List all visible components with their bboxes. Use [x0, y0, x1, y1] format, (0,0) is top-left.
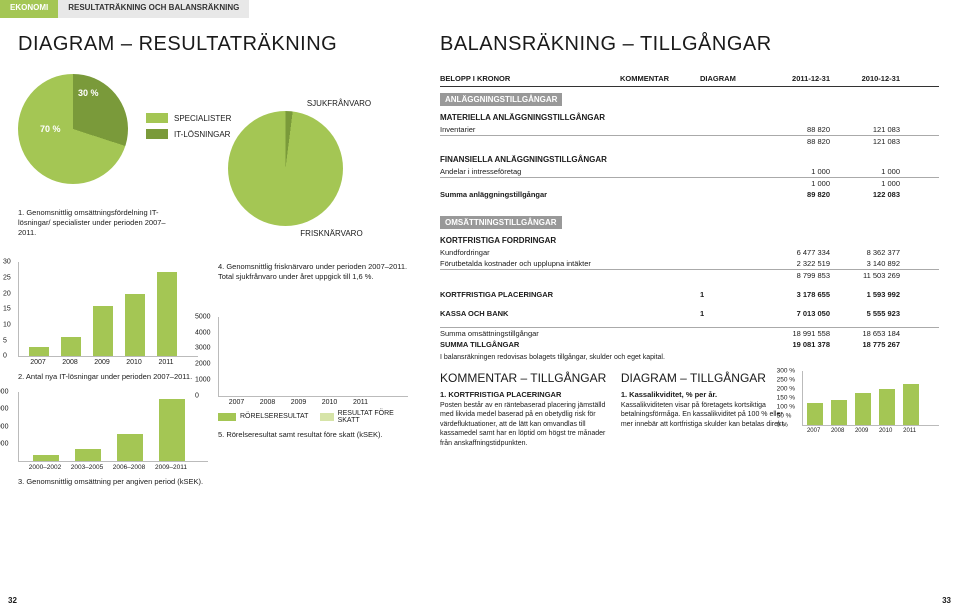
bar-chart-2: 051015202530: [18, 262, 198, 357]
left-title: DIAGRAM – RESULTATRÄKNING: [18, 33, 410, 56]
th-2011: 2011-12-31: [760, 74, 830, 83]
caption-1: 1. Genomsnittlig omsättningsfördelning I…: [18, 208, 178, 237]
table-row: Förutbetalda kostnader och upplupna intä…: [440, 258, 939, 269]
pie-chart-1: 70 % 30 % SPECIALISTER IT-LÖSNINGAR: [18, 74, 410, 184]
pie2-bot-label: FRISKNÄRVARO: [253, 229, 410, 238]
caption-5: 5. Rörelseresultat samt resultat före sk…: [218, 430, 408, 440]
table-row: Summa anläggningstillgångar89 820122 083: [440, 189, 939, 200]
table-row: Kundfordringar6 477 3348 362 377: [440, 247, 939, 258]
rtitle-b: TILLGÅNGAR: [640, 33, 772, 55]
table-row: Andelar i intresseföretag1 0001 000: [440, 166, 939, 177]
th-kommentar: KOMMENTAR: [620, 74, 700, 83]
page-number-left: 32: [8, 596, 17, 605]
diagram-heading: DIAGRAM – TILLGÅNGAR: [621, 371, 788, 385]
table-row: 8 799 85311 503 269: [440, 269, 939, 281]
th-diagram: DIAGRAM: [700, 74, 760, 83]
table-row: Inventarier88 820121 083: [440, 124, 939, 135]
table-row: SUMMA TILLGÅNGAR19 081 37818 775 267: [440, 339, 939, 350]
bar-chart-3: 10000200003000040000: [18, 392, 208, 462]
pie1-label-30: 30 %: [78, 88, 99, 98]
kommentar-heading: KOMMENTAR – TILLGÅNGAR: [440, 371, 607, 385]
sub-finansiella: FINANSIELLA ANLÄGGNINGSTILLGÅNGAR: [440, 155, 939, 164]
sec-omsattning: OMSÄTTNINGSTILLGÅNGAR: [440, 216, 562, 229]
legend-specialister: SPECIALISTER: [174, 114, 231, 123]
legend-resultat-fore-skatt: RESULTAT FÖRE SKATT: [338, 410, 396, 424]
sub-materiella: MATERIELLA ANLÄGGNINGSTILLGÅNGAR: [440, 113, 939, 122]
kommentar-col: KOMMENTAR – TILLGÅNGAR 1. KORTFRISTIGA P…: [440, 371, 607, 448]
table-header: BELOPP I KRONOR KOMMENTAR DIAGRAM 2011-1…: [440, 74, 939, 87]
th-2010: 2010-12-31: [830, 74, 900, 83]
pie1-legend: SPECIALISTER IT-LÖSNINGAR: [146, 113, 231, 145]
caption-4: 4. Genomsnittlig frisknärvaro under peri…: [218, 262, 408, 282]
top-tabs: EKONOMI RESULTATRÄKNING OCH BALANSRÄKNIN…: [0, 0, 959, 18]
table-note: I balansräkningen redovisas bolagets til…: [440, 354, 939, 361]
pie1-label-70: 70 %: [40, 124, 61, 134]
bar-chart-5: 010002000300040005000: [218, 317, 408, 397]
caption-2: 2. Antal nya IT-lösningar under perioden…: [18, 372, 198, 382]
right-page: BALANSRÄKNING – TILLGÅNGAR BELOPP I KRON…: [430, 18, 959, 497]
diagram-col: DIAGRAM – TILLGÅNGAR 1. Kassalikviditet,…: [621, 371, 788, 448]
sub-kortfristiga: KORTFRISTIGA FORDRINGAR: [440, 236, 939, 245]
table-row: 1 0001 000: [440, 177, 939, 189]
kommentar-text: Posten består av en räntebaserad placeri…: [440, 401, 607, 448]
diagram-text: Kassalikviditeten visar på företagets ko…: [621, 401, 788, 429]
sec-anlaggning: ANLÄGGNINGSTILLGÅNGAR: [440, 93, 562, 106]
left-page: DIAGRAM – RESULTATRÄKNING 70 % 30 % SPEC…: [0, 18, 430, 497]
tab-resultat: RESULTATRÄKNING OCH BALANSRÄKNING: [58, 0, 249, 18]
kommentar-subheading: 1. KORTFRISTIGA PLACERINGAR: [440, 390, 607, 399]
tab-ekonomi: EKONOMI: [0, 0, 58, 18]
page-number-right: 33: [942, 596, 951, 605]
legend-it: IT-LÖSNINGAR: [174, 130, 230, 139]
table-row: KORTFRISTIGA PLACERINGAR13 178 6551 593 …: [440, 289, 939, 300]
mini-bar-chart: 0 %50 %100 %150 %200 %250 %300 % 2007200…: [802, 371, 939, 448]
table-row: KASSA OCH BANK17 013 0505 555 923: [440, 308, 939, 319]
diagram-subheading: 1. Kassalikviditet, % per år.: [621, 390, 788, 399]
legend-rorelseresultat: RÖRELSERESULTAT: [240, 413, 308, 420]
rtitle-a: BALANSRÄKNING: [440, 33, 617, 55]
table-row: Summa omsättningstillgångar18 991 55818 …: [440, 327, 939, 339]
title-b: RESULTATRÄKNING: [139, 33, 338, 55]
title-a: DIAGRAM: [18, 33, 115, 55]
th-belopp: BELOPP I KRONOR: [440, 74, 620, 83]
caption-3: 3. Genomsnittlig omsättning per angiven …: [18, 477, 208, 487]
right-title: BALANSRÄKNING – TILLGÅNGAR: [440, 33, 939, 56]
table-row: 88 820121 083: [440, 135, 939, 147]
